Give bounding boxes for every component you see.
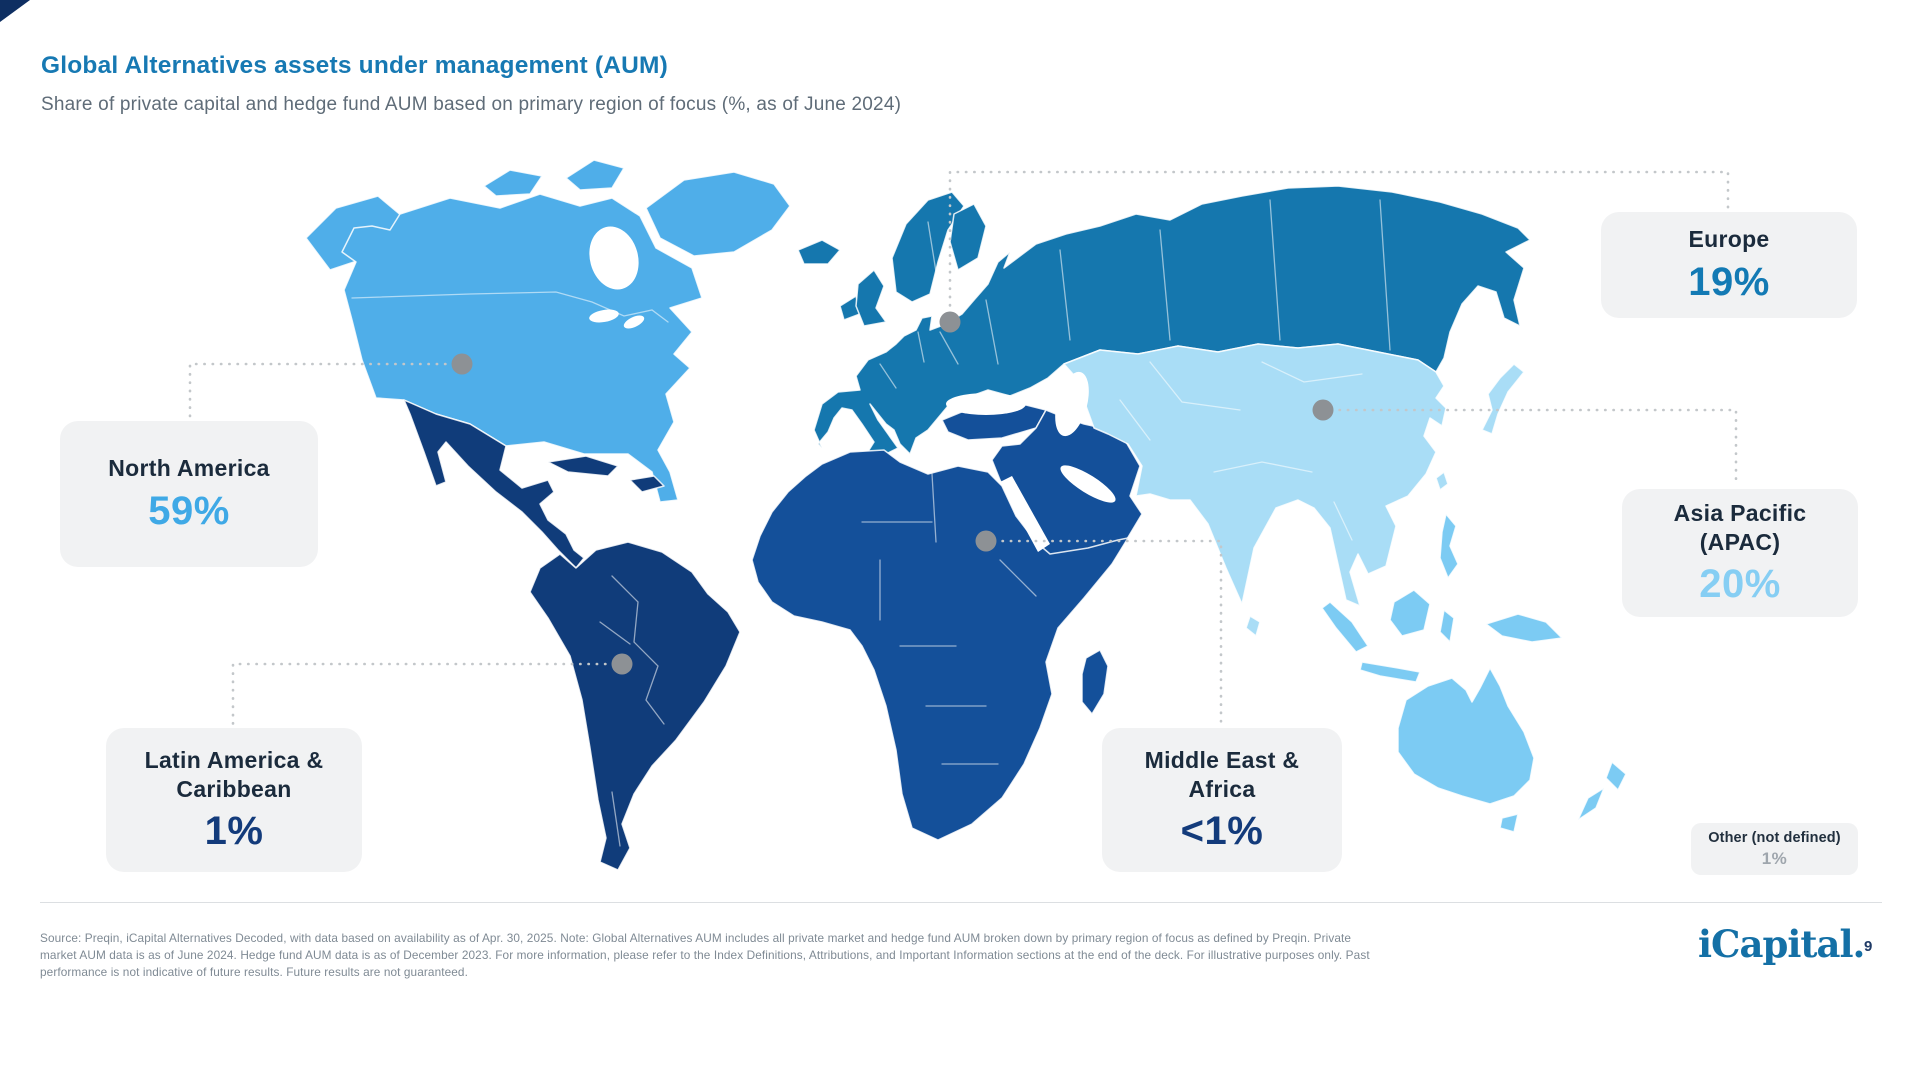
- callout-connectors: [188, 170, 1738, 727]
- persian-gulf: [1060, 465, 1116, 503]
- page-number: 9: [1864, 938, 1873, 955]
- taiwan-shape: [1435, 471, 1449, 491]
- dot-latin-america: [611, 653, 633, 675]
- region-marker-dots: [451, 311, 1334, 675]
- header: Global Alternatives assets under managem…: [41, 52, 1441, 116]
- asia-borders: [1119, 361, 1363, 541]
- sumatra-shape: [1321, 601, 1369, 653]
- region-name: Latin America &: [144, 746, 324, 773]
- new-guinea-shape: [1485, 613, 1563, 643]
- canada-us-shape: [341, 193, 703, 503]
- great-lake-2: [623, 315, 645, 329]
- connector-middle-east-africa: [984, 539, 1223, 727]
- region-name: North America: [108, 455, 270, 482]
- arctic-island-2: [565, 159, 625, 191]
- connector-europe: [948, 170, 1730, 324]
- australia-shape: [1397, 667, 1535, 805]
- south-america-shape: [529, 541, 741, 871]
- black-sea: [946, 393, 1026, 415]
- connector-apac: [1321, 408, 1738, 488]
- region-name-line2: (APAC): [1699, 528, 1781, 555]
- callout-card-europe: Europe 19%: [1601, 212, 1857, 318]
- corner-decoration: [0, 0, 30, 22]
- region-name: Asia Pacific: [1673, 499, 1807, 526]
- dot-apac: [1312, 399, 1334, 421]
- callout-card-north-america: North America 59%: [60, 421, 318, 567]
- africa-borders: [861, 473, 1037, 765]
- region-share-value: <1%: [1180, 809, 1264, 854]
- cuba-shape: [547, 455, 619, 477]
- region-latin-america: [403, 399, 741, 871]
- philippines-shape: [1439, 513, 1459, 579]
- finland-shape: [949, 203, 987, 271]
- asia-mainland-shape: [1063, 343, 1447, 607]
- callout-card-middle-east-africa: Middle East & Africa <1%: [1102, 728, 1342, 872]
- hudson-bay: [589, 226, 639, 290]
- sri-lanka-shape: [1245, 615, 1261, 637]
- region-middle-east-africa: [751, 401, 1143, 841]
- region-name: Middle East &: [1144, 746, 1300, 773]
- dot-europe: [939, 311, 961, 333]
- madagascar-shape: [1081, 649, 1109, 715]
- sulawesi-shape: [1439, 609, 1455, 643]
- arctic-island-1: [483, 169, 543, 197]
- iceland-shape: [797, 239, 841, 265]
- footer-divider: [40, 902, 1882, 903]
- mexico-central-america-shape: [403, 399, 585, 569]
- region-name-line2: Caribbean: [176, 775, 292, 802]
- region-apac-islands: [1321, 513, 1627, 833]
- connector-north-america: [188, 362, 464, 420]
- source-note: Source: Preqin, iCapital Alternatives De…: [40, 930, 1385, 981]
- page-title: Global Alternatives assets under managem…: [41, 52, 668, 79]
- region-share-value: 19%: [1688, 259, 1770, 304]
- callout-card-other: Other (not defined) 1%: [1691, 823, 1858, 875]
- dot-north-america: [451, 353, 473, 375]
- hispaniola-shape: [629, 475, 665, 493]
- great-lake-1: [589, 309, 619, 323]
- region-share-value: 20%: [1699, 562, 1781, 607]
- page-subtitle: Share of private capital and hedge fund …: [41, 94, 902, 115]
- dot-middle-east-africa: [975, 530, 997, 552]
- new-zealand-north-shape: [1605, 761, 1627, 791]
- new-zealand-south-shape: [1577, 787, 1605, 821]
- sea-cutouts: [589, 226, 1116, 552]
- icapital-logo: iCapital.: [1698, 922, 1865, 966]
- us-canada-border: [351, 291, 669, 323]
- region-name-line2: Africa: [1188, 775, 1256, 802]
- red-sea: [1000, 476, 1050, 552]
- java-shape: [1359, 661, 1421, 683]
- south-america-borders: [599, 575, 665, 847]
- callout-card-asia-pacific: Asia Pacific (APAC) 20%: [1622, 489, 1858, 617]
- source-note-line1: Source: Preqin, iCapital Alternatives De…: [40, 931, 1352, 963]
- region-name: Other (not defined): [1708, 829, 1841, 846]
- africa-shape: [751, 449, 1129, 841]
- source-note-line2: AUM data is as of December 2023. For mor…: [40, 948, 1370, 980]
- uk-shape: [855, 269, 887, 327]
- region-share-value: 59%: [148, 488, 230, 533]
- region-share-value: 1%: [1761, 849, 1788, 869]
- japan-shape: [1481, 363, 1525, 435]
- tasmania-shape: [1499, 813, 1519, 833]
- scandinavia-shape: [891, 191, 965, 303]
- caspian-sea: [1055, 371, 1089, 437]
- callout-card-latin-america: Latin America & Caribbean 1%: [106, 728, 362, 872]
- borneo-shape: [1389, 589, 1431, 637]
- region-name: Europe: [1688, 226, 1770, 253]
- region-north-america: [305, 159, 791, 503]
- greenland-shape: [645, 171, 791, 257]
- region-apac-mainland: [1063, 343, 1525, 637]
- connector-latin-america: [231, 662, 624, 727]
- region-share-value: 1%: [204, 809, 264, 854]
- europe-borders: [879, 199, 1391, 389]
